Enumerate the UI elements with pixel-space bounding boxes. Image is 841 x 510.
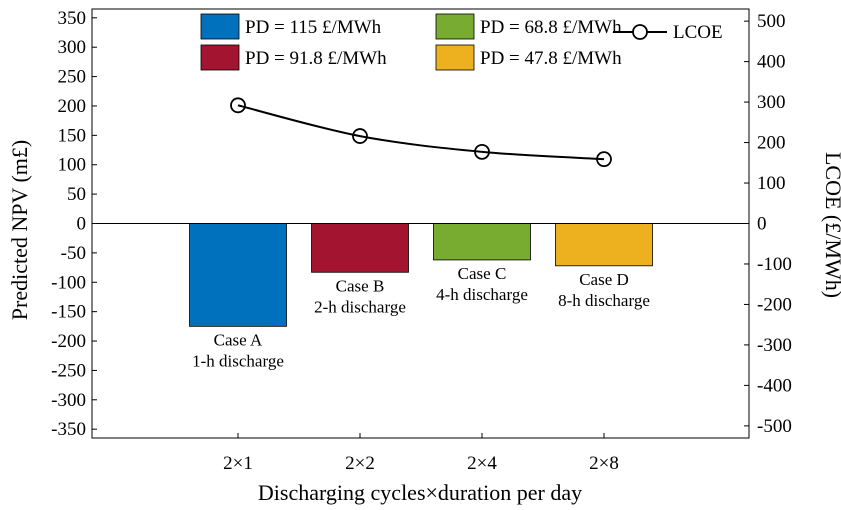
left-tick-label: -350 [51, 419, 86, 440]
bar-1 [189, 223, 287, 327]
lcoe-point-3 [474, 143, 490, 160]
right-y-axis: 500 400 300 200 100 0 -100 -200 -300 -400 -500 [744, 11, 792, 437]
x-tick-label: 2×2 [345, 453, 375, 474]
legend: PD = 115 £/MWh PD = 91.8 £/MWh PD = 68.8 £… [200, 13, 723, 71]
x-axis: 2×1 2×2 2×4 2×8 [223, 433, 619, 474]
left-tick-label: 150 [58, 125, 87, 146]
legend-label: PD = 47.8 £/MWh [480, 48, 622, 69]
case-label: Case B [336, 276, 385, 295]
right-tick-label: 500 [757, 11, 786, 32]
lcoe-series-line [237, 104, 605, 161]
left-tick-label: -50 [61, 243, 86, 264]
case-label: Case A [214, 330, 263, 349]
right-tick-label: -300 [757, 335, 792, 356]
left-y-axis-title: Predicted NPV (m£) [7, 140, 32, 320]
x-tick-label: 2×4 [467, 453, 497, 474]
right-tick-label: -100 [757, 254, 792, 275]
legend-swatch [200, 13, 240, 40]
right-y-axis-title: LCOE (£/MWh) [821, 152, 841, 298]
right-tick-label: 300 [757, 92, 786, 113]
right-tick-label: -500 [757, 416, 792, 437]
left-tick-label: -200 [51, 331, 86, 352]
left-tick-label: -100 [51, 272, 86, 293]
left-tick-label: 200 [58, 96, 87, 117]
legend-swatch [200, 44, 240, 71]
discharge-label: 2-h discharge [314, 297, 406, 316]
case-annotations: Case A 1-h discharge Case B 2-h discharge Ca… [192, 264, 650, 370]
left-tick-label: 250 [58, 67, 87, 88]
left-tick-label: 350 [58, 8, 87, 29]
right-tick-label: 0 [757, 214, 767, 235]
x-tick-label: 2×1 [223, 453, 253, 474]
left-tick-label: 300 [58, 37, 87, 58]
left-tick-label: 100 [58, 155, 87, 176]
lcoe-line [230, 97, 612, 168]
case-label: Case D [579, 270, 629, 289]
legend-label: PD = 115 £/MWh [245, 17, 382, 38]
left-tick-label: -300 [51, 390, 86, 411]
legend-swatch [435, 44, 475, 71]
discharge-label: 4-h discharge [436, 285, 528, 304]
bar-2 [311, 223, 409, 273]
right-tick-label: 200 [757, 133, 786, 154]
legend-label: LCOE [673, 22, 723, 43]
right-tick-label: -200 [757, 294, 792, 315]
discharge-label: 8-h discharge [558, 291, 650, 310]
lcoe-point-1 [230, 97, 246, 114]
x-axis-title: Discharging cycles×duration per day [258, 480, 582, 505]
left-tick-label: 50 [67, 184, 86, 205]
lcoe-point-2 [352, 128, 368, 144]
legend-swatch [435, 13, 475, 40]
left-tick-label: -250 [51, 360, 86, 381]
legend-label: PD = 91.8 £/MWh [245, 48, 387, 69]
x-tick-label: 2×8 [589, 453, 619, 474]
left-tick-label: 0 [77, 214, 87, 235]
discharge-label: 1-h discharge [192, 351, 284, 370]
case-label: Case C [458, 264, 507, 283]
bar-4 [555, 223, 653, 267]
left-y-axis: 350 300 250 200 150 100 50 0 -50 -100 -150 -200 -250… [51, 8, 97, 440]
right-tick-label: -400 [757, 375, 792, 396]
legend-label: PD = 68.8 £/MWh [480, 17, 622, 38]
legend-marker-sample [632, 24, 648, 40]
right-tick-label: 400 [757, 52, 786, 73]
lcoe-point-4 [596, 151, 612, 168]
left-tick-label: -150 [51, 302, 86, 323]
bar-3 [433, 223, 531, 261]
right-tick-label: 100 [757, 173, 786, 194]
